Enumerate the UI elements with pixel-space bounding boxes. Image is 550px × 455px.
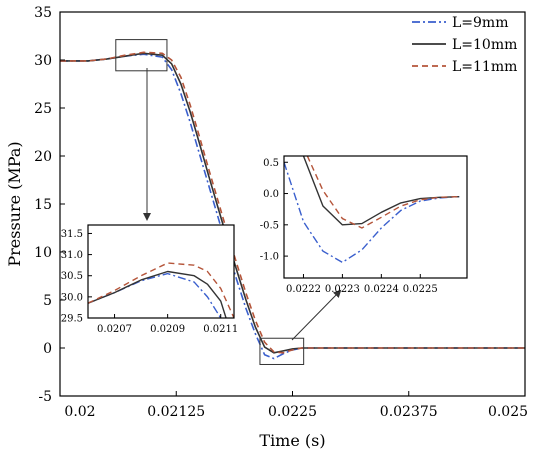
inset-trough-xtick-label: 0.0224 [364,284,399,295]
main-ytick-label: 30 [34,53,52,69]
inset-trough-series-l9mm [284,162,460,264]
inset-trough-xtick-label: 0.0225 [403,284,438,295]
legend: L=9mm L=10mm L=11mm [412,15,517,75]
inset-trough-series [284,156,460,264]
main-ytick-label: 15 [34,197,52,213]
main-ytick-label: 5 [43,293,52,309]
inset-trough-ytick-label: 0.5 [263,158,279,169]
arrow-to-inset-trough [291,289,342,341]
main-ytick-label: 20 [34,149,52,165]
main-plot: 0.02 0.02125 0.0225 0.02375 0.025-5051015202… [5,5,528,450]
inset-peak-series-l11mm [88,262,234,318]
inset-trough-series-l11mm [306,156,460,229]
legend-label: L=11mm [452,59,517,75]
main-ytick-label: 0 [43,341,52,357]
inset-peak-series [88,262,234,318]
inset-peak-frame [87,224,235,319]
inset-peak-ytick-label: 30.0 [61,292,83,303]
inset-trough-xtick-label: 0.0222 [286,284,321,295]
main-ytick-label: 10 [34,245,52,261]
zoom-box-inset-trough [259,337,305,365]
legend-label: L=10mm [452,37,517,53]
main-xtick-label: 0.02125 [147,404,205,420]
y-axis-label: Pressure (MPa) [5,141,24,266]
inset-peak-ytick-label: 31.0 [61,250,83,261]
main-xtick-label: 0.025 [488,404,528,420]
main-xtick-label: 0.02 [64,404,95,420]
inset-peak-plot: 0.0207 0.0209 0.0211 29.5 30.0 30.5 31.0 31.5 [61,224,238,335]
main-series-l9mm [60,53,525,360]
inset-peak-ytick-label: 30.5 [61,271,83,282]
inset-peak-xtick-label: 0.0207 [97,324,132,335]
zoom-indicators [115,39,342,365]
inset-trough-ytick-label: -1.0 [260,252,279,263]
legend-label: L=9mm [452,15,509,31]
inset-trough-bg [284,156,467,278]
main-ytick-label: -5 [38,389,52,405]
inset-peak-bg [88,225,234,318]
inset-trough-frame [283,155,468,279]
x-axis-label: Time (s) [259,431,325,450]
inset-trough-xtick-label: 0.0223 [325,284,360,295]
inset-trough-plot: 0.0222 0.0223 0.0224 0.0225 -1.0 -0.5 0.0 0.5 [260,155,468,295]
inset-peak-ytick-label: 29.5 [61,314,83,325]
inset-peak-xtick-label: 0.0211 [203,324,238,335]
inset-peak-ytick-label: 31.5 [61,229,83,240]
main-series-l11mm [60,51,525,354]
inset-trough-ytick-label: -0.5 [260,220,279,231]
zoom-box-inset-peak [115,39,168,72]
inset-peak-xtick-label: 0.0209 [150,324,185,335]
main-xtick-label: 0.0225 [268,404,317,420]
main-xtick-label: 0.02375 [380,404,438,420]
inset-peak-series-l10mm [88,270,227,318]
main-ytick-label: 35 [34,5,52,21]
inset-trough-ytick-label: 0.0 [263,189,279,200]
main-ytick-label: 25 [34,101,52,117]
